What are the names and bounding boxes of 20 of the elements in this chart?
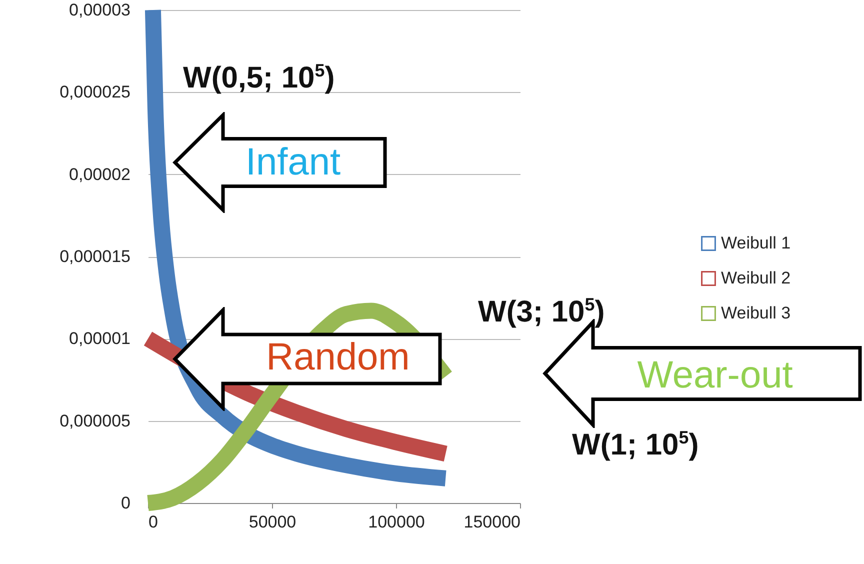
- legend-label: Weibull 1: [721, 234, 791, 252]
- y-tick-label: 0,00003: [69, 0, 130, 20]
- x-tick-label: 0: [148, 512, 158, 532]
- x-tick-label: 100000: [368, 512, 425, 532]
- y-tick-label: 0,000005: [60, 411, 130, 430]
- text: W(1; 10$^{5}$): [572, 428, 699, 462]
- legend-label: Weibull 2: [721, 268, 791, 288]
- annotation: W(0,5; 10$^{5}$): [183, 60, 335, 96]
- y-tick-label: 0: [121, 494, 130, 512]
- x-tick-label: 150000: [464, 512, 520, 532]
- x-tick-label: 50000: [248, 512, 296, 532]
- text: Wear-out: [637, 354, 793, 398]
- y-tick-label: 0,00002: [69, 164, 130, 184]
- y-tick-label: 0,000025: [60, 82, 130, 102]
- annotation: Infant: [245, 142, 341, 184]
- y-tick-label: 0,00001: [69, 329, 130, 348]
- annotation: Random: [266, 336, 410, 380]
- legend-label: Weibull 3: [721, 304, 791, 322]
- y-tick-label: 0,000015: [60, 247, 130, 266]
- annotation: W(3; 10$^{5}$): [478, 294, 605, 330]
